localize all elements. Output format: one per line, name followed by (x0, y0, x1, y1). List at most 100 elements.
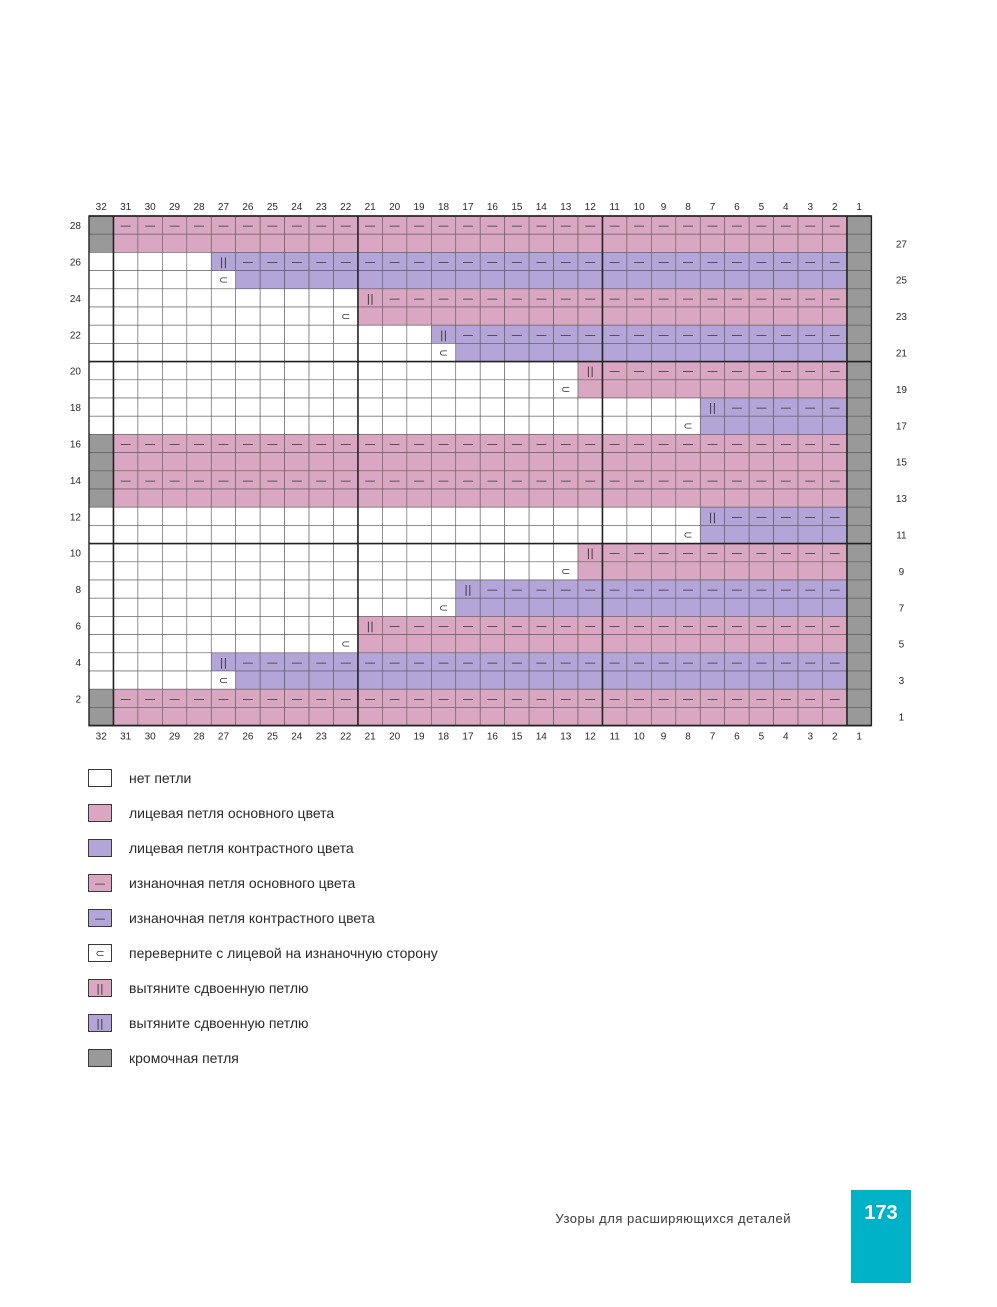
column-number: 17 (462, 732, 474, 743)
chart-cell (455, 543, 481, 563)
chart-symbol: — (438, 219, 449, 232)
chart-cell (357, 506, 383, 526)
chart-symbol: — (805, 583, 816, 596)
purl-main-swatch-icon: — (88, 874, 112, 892)
chart-cell (162, 488, 188, 508)
chart-cell (137, 415, 163, 435)
chart-symbol: — (805, 292, 816, 305)
row-number: 4 (75, 658, 81, 669)
chart-cell (308, 306, 334, 326)
chart-cell (455, 506, 481, 526)
row-number: 27 (896, 239, 908, 250)
chart-cell (137, 452, 163, 472)
chart-symbol: — (683, 474, 694, 487)
chart-cell (113, 525, 139, 544)
chart-cell (626, 379, 652, 399)
chart-symbol: — (658, 692, 669, 705)
chart-cell (773, 561, 799, 581)
chart-cell (675, 670, 701, 690)
chart-cell (699, 270, 726, 290)
chart-symbol: — (609, 474, 620, 487)
chart-cell (137, 397, 163, 417)
chart-cell (479, 452, 505, 472)
chart-cell (88, 670, 114, 690)
chart-symbol: — (242, 219, 253, 232)
chart-cell (137, 652, 163, 672)
chart-cell (504, 306, 530, 326)
chart-symbol: — (487, 692, 498, 705)
column-number: 4 (783, 732, 789, 743)
chart-cell (577, 525, 603, 544)
chart-cell (186, 579, 212, 599)
column-number: 12 (585, 202, 597, 213)
turn-swatch-icon: ⊂ (88, 944, 112, 962)
chart-symbol: — (365, 474, 376, 487)
chart-cell (186, 397, 212, 417)
chart-cell (382, 343, 408, 362)
chart-cell (308, 415, 334, 435)
chart-cell (773, 597, 799, 617)
chart-cell (455, 233, 481, 253)
chart-symbol: — (609, 256, 620, 269)
chart-cell (504, 397, 530, 417)
chart-symbol: — (683, 692, 694, 705)
chart-symbol: — (291, 692, 302, 705)
chart-symbol: || (440, 328, 447, 341)
chart-cell (235, 397, 261, 417)
row-number: 21 (896, 349, 908, 360)
chart-cell (137, 379, 163, 399)
chart-cell (186, 670, 212, 690)
chart-cell (210, 306, 237, 326)
chart-symbol: — (829, 401, 840, 414)
chart-cell (186, 379, 212, 399)
chart-cell (406, 379, 432, 399)
chart-symbol: — (707, 620, 718, 633)
chart-cell (504, 415, 530, 435)
chart-cell (724, 306, 750, 326)
chart-cell (357, 488, 383, 508)
chart-cell (113, 288, 139, 308)
chart-cell (675, 452, 701, 472)
chart-cell (528, 233, 554, 253)
chart-cell (137, 634, 163, 654)
chart-cell (186, 233, 212, 253)
chart-symbol: — (462, 328, 473, 341)
chart-cell (479, 543, 505, 563)
chart-symbol: — (731, 365, 742, 378)
chart-cell (235, 579, 261, 599)
chart-cell (333, 707, 359, 726)
chart-cell (846, 343, 872, 362)
chart-symbol: — (683, 438, 694, 451)
chart-cell (602, 397, 628, 417)
chart-symbol: — (731, 256, 742, 269)
chart-cell (528, 597, 554, 617)
chart-cell (88, 252, 114, 271)
chart-cell (724, 707, 750, 726)
chart-cell (406, 597, 432, 617)
column-number: 4 (783, 202, 789, 213)
chart-cell (822, 561, 848, 581)
chart-cell (675, 270, 701, 290)
chart-symbol: — (560, 620, 571, 633)
chart-cell (137, 252, 163, 271)
chart-cell (162, 306, 188, 326)
chart-cell (259, 270, 285, 290)
chart-cell (822, 233, 848, 253)
chart-symbol: — (805, 219, 816, 232)
chart-cell (162, 506, 188, 526)
chart-cell (382, 670, 408, 690)
row-number: 24 (70, 294, 82, 305)
chart-cell (577, 306, 603, 326)
chart-cell (430, 525, 457, 544)
chart-symbol: — (731, 583, 742, 596)
chart-symbol: ⊂ (219, 674, 228, 687)
chart-cell (479, 397, 505, 417)
chart-cell (308, 634, 334, 654)
chart-symbol: — (707, 692, 718, 705)
chart-symbol: — (805, 438, 816, 451)
chart-cell (235, 306, 261, 326)
chart-symbol: — (805, 474, 816, 487)
chart-symbol: — (683, 219, 694, 232)
chart-cell (748, 707, 774, 726)
chart-cell (382, 579, 408, 599)
